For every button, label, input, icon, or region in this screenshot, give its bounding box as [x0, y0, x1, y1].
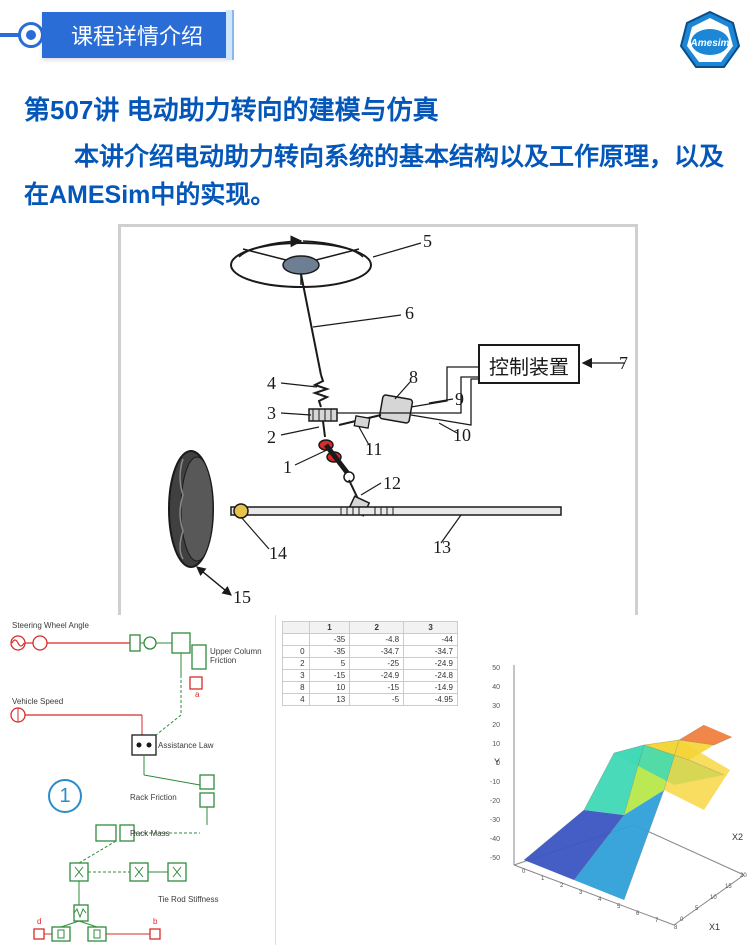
table-cell: -15	[309, 670, 350, 682]
label-rack-mass: Rack Mass	[130, 829, 170, 838]
table-cell: -35	[309, 634, 350, 646]
table-header-cell: 2	[350, 622, 404, 634]
bottom-panel-row: Steering Wheel Angle Upper Column Fricti…	[0, 615, 756, 945]
svg-text:10: 10	[492, 741, 500, 748]
label-vehicle-speed: Vehicle Speed	[12, 697, 63, 706]
page-header: 课程详情介绍 Amesim	[0, 0, 756, 80]
table-header-cell: 3	[404, 622, 458, 634]
svg-text:10: 10	[710, 895, 717, 901]
lecture-description: 本讲介绍电动助力转向系统的基本结构以及工作原理，以及在AMESim中的实现。	[24, 139, 732, 214]
table-cell: 13	[309, 694, 350, 706]
label-3: 3	[267, 403, 276, 424]
ring-a: a	[195, 690, 199, 699]
svg-text:8: 8	[674, 925, 678, 931]
table-cell: -24.9	[404, 658, 458, 670]
label-assistance-law: Assistance Law	[158, 741, 214, 750]
svg-text:Amesim: Amesim	[690, 38, 730, 49]
svg-text:15: 15	[725, 884, 732, 890]
label-15: 15	[233, 587, 251, 608]
svg-text:-10: -10	[490, 779, 500, 786]
table-cell: 8	[283, 682, 310, 694]
table-cell: -4.95	[404, 694, 458, 706]
tab-dot	[18, 22, 44, 48]
svg-text:-20: -20	[490, 798, 500, 805]
svg-text:40: 40	[492, 684, 500, 691]
tab-connector	[0, 33, 20, 37]
svg-text:X1: X1	[709, 922, 720, 932]
control-box-label: 控制装置	[489, 351, 569, 380]
surface-plot-panel: 50403020100-10-20-30-40-50 Y X1 X2 05101…	[464, 615, 756, 945]
svg-text:30: 30	[492, 703, 500, 710]
svg-text:50: 50	[492, 665, 500, 672]
svg-text:20: 20	[740, 873, 747, 879]
lecture-title: 第507讲 电动助力转向的建模与仿真	[24, 90, 736, 127]
label-rack-friction: Rack Friction	[130, 793, 177, 802]
label-steering-angle: Steering Wheel Angle	[12, 621, 89, 630]
label-13: 13	[433, 537, 451, 558]
label-12: 12	[383, 473, 401, 494]
table-cell: -15	[350, 682, 404, 694]
table-cell: -5	[350, 694, 404, 706]
svg-text:-50: -50	[490, 855, 500, 862]
table-cell: 10	[309, 682, 350, 694]
data-table-panel: 123 -35-4.8-440-35-34.7-34.725-25-24.93-…	[276, 615, 464, 945]
table-row: 810-15-14.9	[283, 682, 458, 694]
label-11: 11	[365, 439, 382, 460]
table-cell: -44	[404, 634, 458, 646]
ring-b: b	[153, 917, 157, 926]
model-number-badge: 1	[48, 779, 82, 813]
table-row: -35-4.8-44	[283, 634, 458, 646]
table-cell: -14.9	[404, 682, 458, 694]
table-row: 413-5-4.95	[283, 694, 458, 706]
table-cell: -24.9	[350, 670, 404, 682]
content-area: 第507讲 电动助力转向的建模与仿真 本讲介绍电动助力转向系统的基本结构以及工作…	[0, 90, 756, 624]
label-9: 9	[455, 389, 464, 410]
tab-bar: 课程详情介绍	[0, 12, 232, 58]
svg-text:X2: X2	[732, 832, 743, 842]
label-14: 14	[269, 543, 287, 564]
svg-text:Y: Y	[494, 757, 500, 767]
table-header-cell: 1	[309, 622, 350, 634]
svg-text:-30: -30	[490, 817, 500, 824]
table-cell: -34.7	[350, 646, 404, 658]
table-cell: -24.8	[404, 670, 458, 682]
table-cell: 5	[309, 658, 350, 670]
label-1: 1	[283, 457, 292, 478]
table-row: 0-35-34.7-34.7	[283, 646, 458, 658]
label-tie-rod: Tie Rod Stiffness	[158, 895, 218, 904]
label-4: 4	[267, 373, 276, 394]
svg-text:-40: -40	[490, 836, 500, 843]
table-header-cell	[283, 622, 310, 634]
amesim-model-panel: Steering Wheel Angle Upper Column Fricti…	[0, 615, 276, 945]
label-upper-column: Upper Column Friction	[210, 647, 275, 665]
table-cell: 0	[283, 646, 310, 658]
table-cell: 2	[283, 658, 310, 670]
label-5: 5	[423, 231, 432, 252]
table-cell: -34.7	[404, 646, 458, 658]
course-details-tab[interactable]: 课程详情介绍	[42, 12, 232, 58]
label-8: 8	[409, 367, 418, 388]
assist-data-table: 123 -35-4.8-440-35-34.7-34.725-25-24.93-…	[282, 621, 458, 706]
table-cell: -25	[350, 658, 404, 670]
eps-schematic-diagram: 5 6 7 4 3 2 1 8 9 10 11 12 13 14 15 控制装置	[118, 224, 638, 624]
svg-text:5: 5	[695, 906, 699, 912]
label-7: 7	[619, 353, 628, 374]
label-2: 2	[267, 427, 276, 448]
svg-text:0: 0	[522, 869, 526, 875]
ring-d: d	[37, 917, 41, 926]
table-cell: -4.8	[350, 634, 404, 646]
table-cell: 3	[283, 670, 310, 682]
label-6: 6	[405, 303, 414, 324]
table-cell	[283, 634, 310, 646]
svg-text:20: 20	[492, 722, 500, 729]
table-row: 3-15-24.9-24.8	[283, 670, 458, 682]
amesim-logo: Amesim	[679, 10, 741, 72]
table-cell: -35	[309, 646, 350, 658]
table-row: 25-25-24.9	[283, 658, 458, 670]
table-cell: 4	[283, 694, 310, 706]
label-10: 10	[453, 425, 471, 446]
